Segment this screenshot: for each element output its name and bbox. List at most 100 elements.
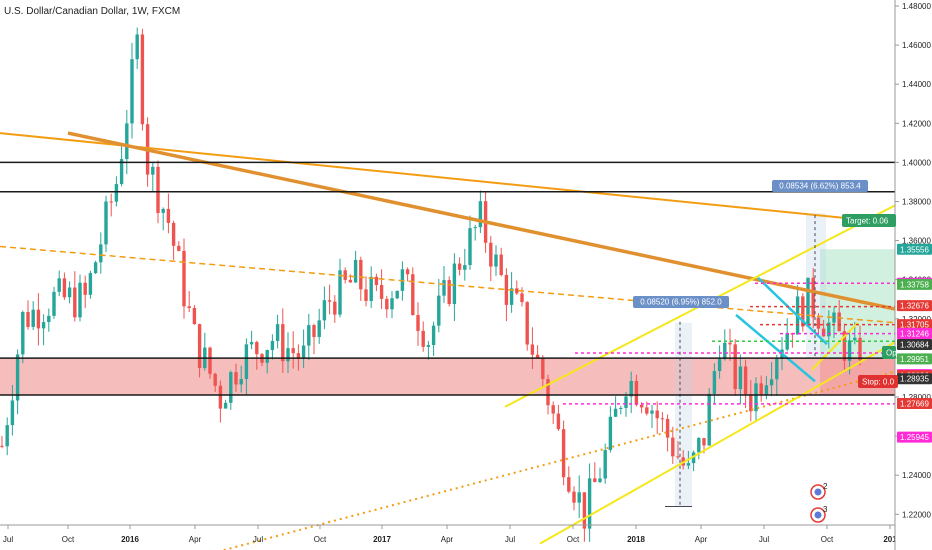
- candle-body: [416, 315, 420, 331]
- candle-body: [182, 250, 186, 307]
- candle-body: [764, 385, 769, 396]
- candle-body: [457, 263, 462, 270]
- x-tick-label: 201: [883, 535, 897, 544]
- price-badge: [897, 243, 932, 255]
- x-tick-label: Jul: [759, 535, 769, 544]
- target-label-box: [842, 214, 896, 227]
- candle-body: [447, 280, 451, 305]
- candle-body: [421, 330, 425, 347]
- candle-body: [83, 282, 87, 295]
- target-box: [820, 249, 895, 359]
- x-tick-label: Apr: [695, 535, 708, 544]
- price-badge: [897, 373, 932, 385]
- candle-body: [47, 315, 51, 323]
- candle-body: [359, 259, 363, 290]
- candle-body: [78, 282, 82, 318]
- candle-body: [603, 450, 607, 479]
- candle-body: [364, 289, 368, 301]
- candle-body: [577, 492, 581, 503]
- price-badge-label: 1.28935: [900, 375, 929, 384]
- y-tick-label: 1.48000: [902, 2, 931, 11]
- measure-lower-label-box: [633, 296, 729, 308]
- candle-body: [333, 301, 337, 315]
- candle-body: [582, 492, 587, 529]
- candle-body: [832, 312, 836, 323]
- candle-body: [442, 280, 446, 296]
- stop-label: Stop: 0.0: [862, 378, 895, 387]
- candle-body: [629, 380, 633, 397]
- y-tick-label: 1.38000: [902, 198, 931, 207]
- x-tick-label: Apr: [441, 535, 454, 544]
- candle-body: [655, 410, 659, 419]
- candle-body: [858, 337, 862, 361]
- candle-body: [197, 324, 202, 369]
- candle-body: [624, 396, 628, 408]
- price-badge: [897, 319, 932, 331]
- candle-body: [697, 438, 701, 453]
- candle-body: [468, 228, 472, 266]
- candle-body: [88, 273, 93, 295]
- candle-body: [296, 353, 301, 359]
- x-tick-label: Oct: [62, 535, 75, 544]
- channel-lower: [539, 341, 896, 545]
- price-badge-label: 1.32676: [900, 302, 929, 311]
- candle-body: [192, 307, 197, 325]
- candle-body: [515, 288, 519, 294]
- candle-body: [281, 324, 285, 362]
- candle-body: [842, 331, 847, 361]
- price-badge-label: 1.31246: [900, 330, 929, 339]
- measure-lower-label: 0.08520 (6.95%) 852.0: [640, 298, 722, 307]
- candle-body: [525, 302, 529, 345]
- stop-label-box: [858, 375, 898, 388]
- price-badge: [897, 300, 932, 312]
- x-tick-label: Jul: [253, 535, 263, 544]
- candle-body: [270, 340, 275, 351]
- candle-body: [535, 354, 540, 358]
- candle-body: [509, 288, 514, 305]
- candle-body: [473, 227, 477, 229]
- candle-body: [291, 348, 295, 354]
- candle-body: [327, 300, 332, 302]
- target-label: Target: 0.06: [846, 217, 889, 226]
- descending-trendline-thick: [67, 131, 896, 311]
- candle-body: [244, 344, 249, 380]
- candle-body: [255, 342, 259, 355]
- flag-lower: [757, 276, 828, 346]
- x-tick-label: 2017: [373, 535, 391, 544]
- price-badge: [897, 278, 932, 290]
- event-icon-center: [814, 488, 822, 496]
- candle-body: [73, 287, 77, 318]
- candle-body: [67, 287, 72, 298]
- y-tick-label: 1.40000: [902, 158, 931, 167]
- open-label: Op: [886, 349, 897, 358]
- candle-body: [405, 269, 410, 275]
- candle-body: [379, 285, 384, 299]
- candle-body: [785, 333, 789, 350]
- candle-body: [208, 347, 212, 374]
- candle-body: [541, 357, 545, 380]
- candle-body: [853, 337, 857, 341]
- measure-box-lower: [675, 322, 692, 507]
- candle-body: [166, 208, 171, 223]
- candle-body: [593, 478, 597, 482]
- measure-upper-label-box: [772, 180, 868, 192]
- candle-body: [93, 262, 98, 274]
- candle-body: [723, 342, 727, 360]
- candle-body: [322, 300, 327, 321]
- candle-body: [567, 477, 571, 492]
- candle-body: [218, 385, 223, 409]
- candle-body: [109, 201, 113, 203]
- candle-body: [140, 34, 145, 125]
- candle-body: [431, 325, 436, 346]
- x-tick-label: 2018: [627, 535, 645, 544]
- candle-body: [499, 254, 503, 275]
- candle-body: [452, 263, 457, 305]
- price-badge-label: 1.33758: [900, 280, 929, 289]
- candle-body: [52, 291, 56, 316]
- candle-body: [619, 407, 623, 409]
- candle-body: [31, 309, 35, 327]
- candle-body: [239, 379, 243, 385]
- candle-body: [769, 379, 774, 386]
- candle-body: [702, 438, 706, 446]
